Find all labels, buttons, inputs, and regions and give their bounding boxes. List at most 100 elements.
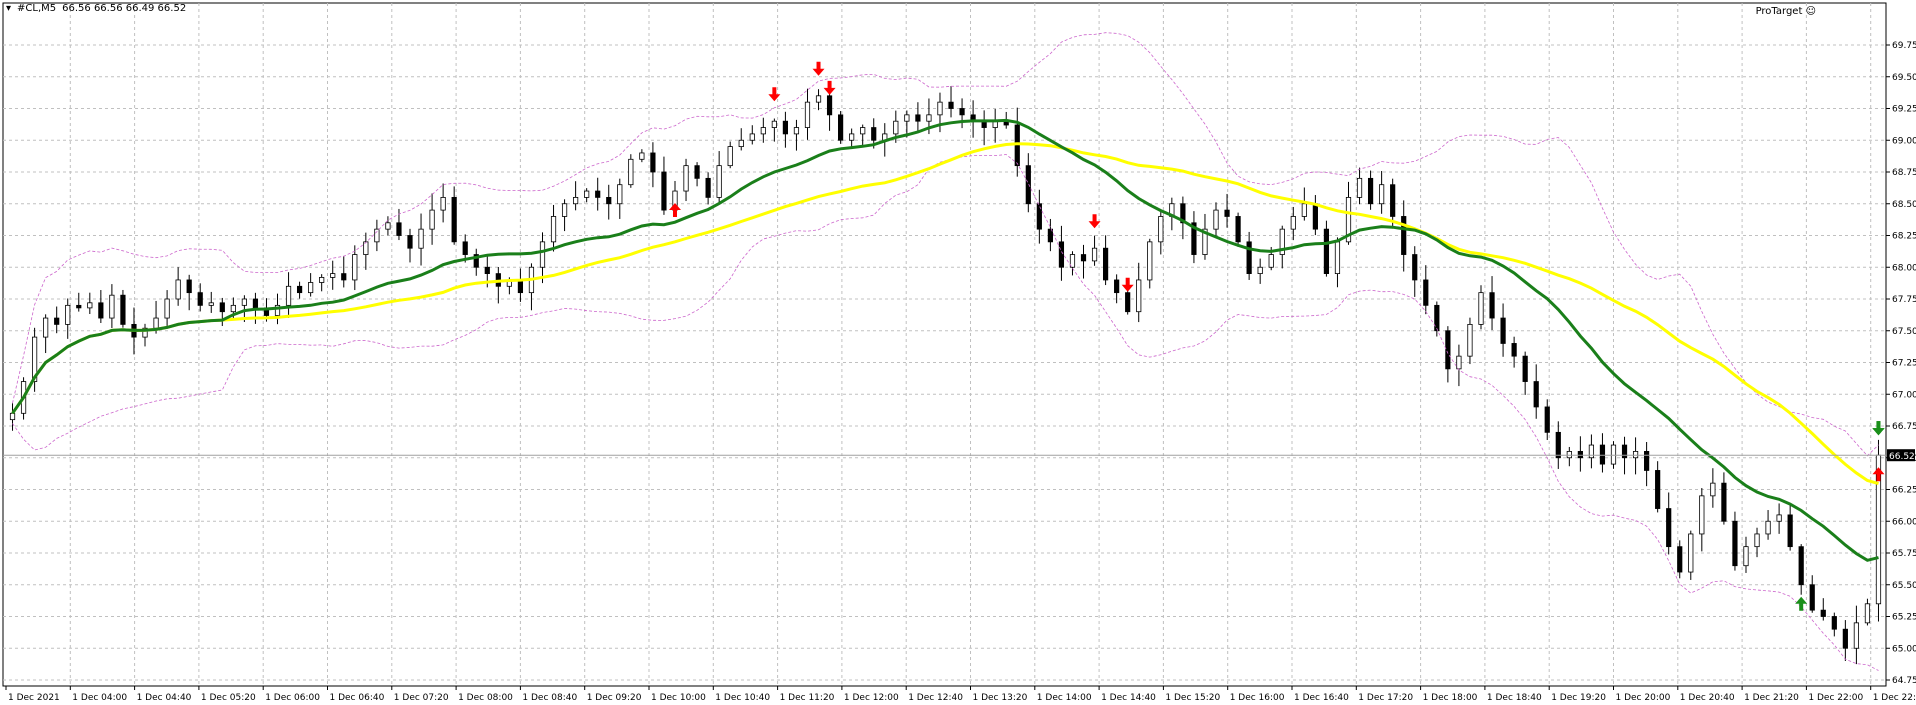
candle bbox=[904, 114, 910, 122]
indicator-name: ProTarget bbox=[1755, 6, 1803, 17]
candle bbox=[639, 152, 645, 160]
candle bbox=[153, 317, 159, 329]
candle bbox=[1467, 323, 1473, 357]
time-tick-label: 1 Dec 12:40 bbox=[908, 693, 963, 703]
candle bbox=[341, 273, 347, 281]
candle bbox=[1809, 584, 1815, 611]
candle bbox=[43, 317, 49, 338]
current-price-tag bbox=[1887, 449, 1915, 462]
price-tick-label: 67.50 bbox=[1892, 327, 1916, 337]
candle bbox=[1842, 628, 1848, 649]
price-tick-label: 69.75 bbox=[1892, 41, 1916, 51]
candle bbox=[617, 184, 623, 205]
candle bbox=[694, 165, 700, 179]
candle bbox=[1522, 355, 1528, 382]
candle bbox=[595, 190, 601, 198]
candle bbox=[1268, 254, 1274, 268]
dropdown-icon[interactable]: ▾ bbox=[6, 3, 12, 14]
up-arrow-icon bbox=[668, 203, 681, 218]
candle bbox=[1356, 177, 1363, 198]
candle bbox=[473, 254, 479, 268]
candle bbox=[849, 133, 855, 141]
candle bbox=[1544, 406, 1550, 433]
candle bbox=[1478, 292, 1484, 325]
candle bbox=[1688, 533, 1694, 573]
candle bbox=[826, 95, 833, 116]
candle bbox=[1765, 520, 1771, 535]
smiley-icon: ☺ bbox=[1805, 6, 1816, 17]
candle bbox=[274, 304, 281, 316]
candle bbox=[1125, 292, 1131, 313]
candle bbox=[1798, 546, 1804, 586]
candle bbox=[1644, 450, 1650, 471]
candle bbox=[1180, 203, 1186, 224]
candle bbox=[871, 127, 877, 141]
candle bbox=[1136, 279, 1142, 313]
candle bbox=[1511, 343, 1517, 357]
candle bbox=[716, 165, 722, 198]
price-tick-label: 66.00 bbox=[1892, 517, 1916, 527]
candle bbox=[98, 302, 104, 319]
candle bbox=[1732, 520, 1738, 567]
time-tick-label: 1 Dec 17:20 bbox=[1358, 693, 1413, 703]
price-tick-label: 69.50 bbox=[1892, 73, 1916, 83]
candle bbox=[1224, 209, 1230, 217]
candle bbox=[683, 165, 689, 192]
candle bbox=[584, 190, 590, 198]
candle bbox=[1091, 247, 1098, 262]
candle bbox=[451, 196, 457, 243]
price-tick-label: 65.50 bbox=[1892, 581, 1916, 591]
candle bbox=[1754, 533, 1760, 548]
candle bbox=[517, 279, 524, 294]
down-arrow-icon bbox=[823, 80, 836, 95]
candle bbox=[1533, 381, 1539, 408]
candle bbox=[1147, 241, 1153, 281]
ma-slow-line bbox=[11, 142, 1879, 486]
candle bbox=[893, 120, 899, 135]
candle bbox=[1489, 292, 1495, 319]
candle bbox=[1114, 279, 1120, 294]
down-arrow-icon bbox=[812, 61, 825, 76]
candle bbox=[396, 222, 402, 236]
candle bbox=[1390, 184, 1396, 217]
candle bbox=[54, 317, 60, 325]
candle bbox=[915, 114, 921, 122]
time-tick-label: 1 Dec 19:20 bbox=[1551, 693, 1606, 703]
time-tick-label: 1 Dec 22:00 bbox=[1808, 693, 1863, 703]
candle bbox=[1699, 495, 1705, 535]
candle bbox=[197, 292, 203, 306]
candle bbox=[815, 95, 822, 103]
candle bbox=[1235, 216, 1241, 243]
candle bbox=[164, 298, 170, 319]
candle bbox=[1621, 444, 1628, 459]
candle bbox=[1246, 241, 1252, 275]
candle bbox=[1058, 241, 1065, 268]
price-tick-label: 66.25 bbox=[1892, 486, 1916, 496]
candle bbox=[308, 282, 314, 294]
candle bbox=[484, 266, 490, 274]
candle bbox=[1014, 124, 1020, 167]
candle bbox=[959, 108, 965, 116]
candle bbox=[650, 152, 656, 173]
time-tick-label: 1 Dec 06:00 bbox=[265, 693, 320, 703]
time-tick-label: 1 Dec 08:40 bbox=[522, 693, 577, 703]
candle bbox=[1345, 196, 1352, 243]
candle bbox=[1555, 431, 1561, 459]
candle bbox=[738, 139, 744, 147]
candle bbox=[1599, 444, 1606, 465]
candle bbox=[32, 336, 38, 382]
candle bbox=[1158, 216, 1164, 243]
candle bbox=[186, 279, 192, 294]
candle bbox=[1632, 450, 1639, 459]
candle bbox=[1831, 616, 1837, 630]
price-tick-label: 69.00 bbox=[1892, 136, 1916, 146]
candle bbox=[1401, 216, 1407, 255]
candle bbox=[760, 127, 766, 135]
candle bbox=[219, 302, 225, 313]
candle bbox=[1379, 184, 1385, 205]
candle bbox=[1820, 609, 1826, 617]
candle bbox=[87, 302, 93, 309]
candle bbox=[838, 114, 844, 141]
